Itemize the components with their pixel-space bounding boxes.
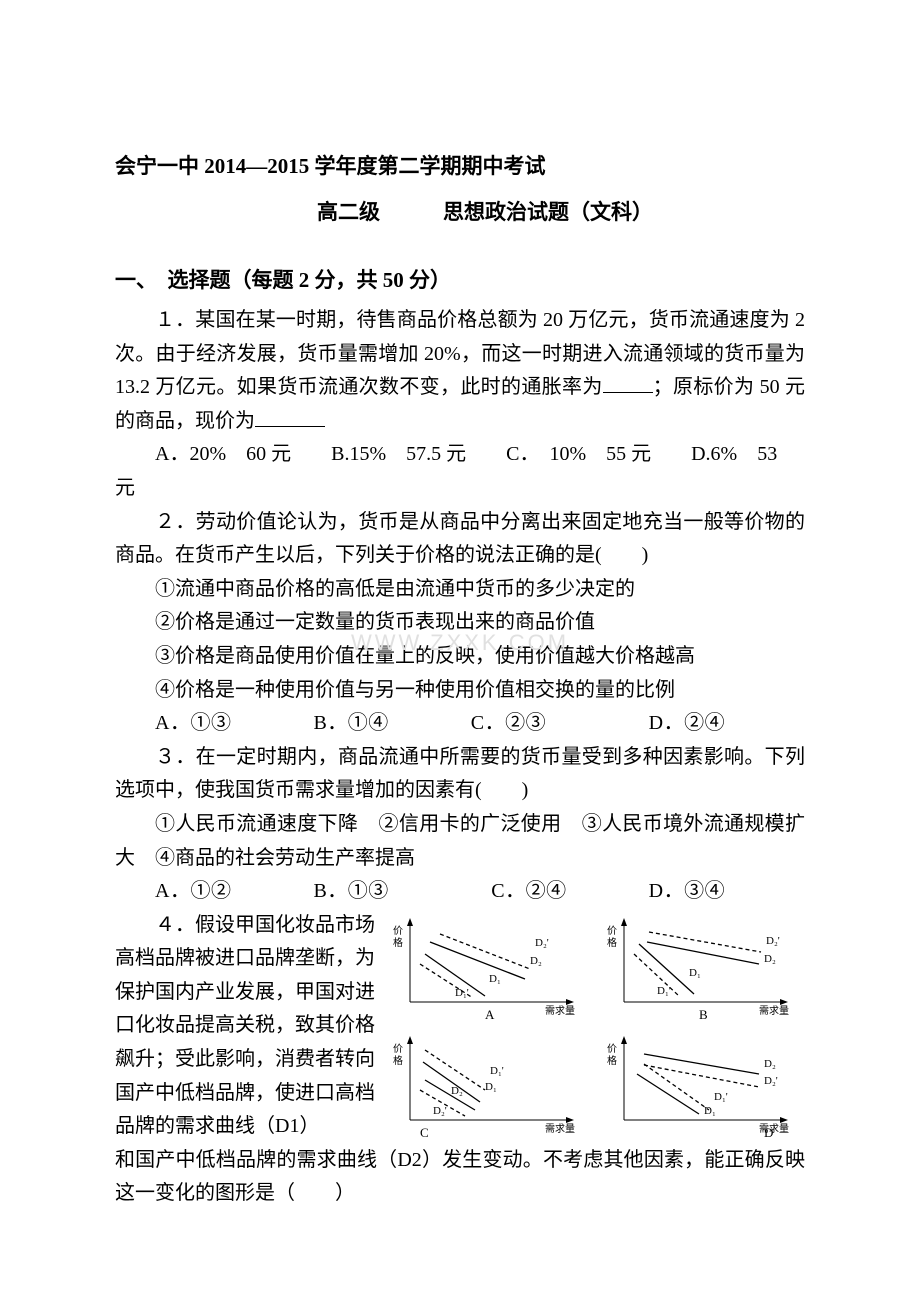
chart-d: 价 格 需求量 D₂ D₂' D₁' xyxy=(599,1032,805,1142)
q3-items: ①人民币流通速度下降 ②信用卡的广泛使用 ③人民币境外流通规模扩大 ④商品的社会… xyxy=(115,808,805,875)
svg-text:D₂': D₂' xyxy=(433,1105,447,1117)
chart-grid: 价 格 需求量 D₂' D₂ D₁ xyxy=(385,914,805,1142)
svg-text:D₂: D₂ xyxy=(764,953,776,965)
svg-text:B: B xyxy=(699,1007,708,1022)
q1-optD-cont: 元 xyxy=(115,472,805,506)
svg-text:格: 格 xyxy=(607,936,617,949)
chart-c: 价 格 需求量 D₁' D₁ D₂ xyxy=(385,1032,591,1142)
svg-text:格: 格 xyxy=(393,1054,403,1067)
svg-text:价: 价 xyxy=(607,1043,617,1055)
q4-container: 价 格 需求量 D₂' D₂ D₁ xyxy=(115,909,805,1211)
q2-item4: ④价格是一种使用价值与另一种使用价值相交换的量的比例 xyxy=(115,674,805,708)
q2-options: A．①③ B．①④ C．②③ D．②④ xyxy=(115,707,805,741)
y-axis-label: 价 xyxy=(393,925,403,937)
y-axis-label2: 格 xyxy=(393,936,403,949)
svg-text:价: 价 xyxy=(393,1043,403,1055)
svg-text:D₁: D₁ xyxy=(689,967,701,979)
svg-text:D₁': D₁' xyxy=(657,985,671,997)
svg-text:D₂': D₂' xyxy=(535,937,549,949)
blank-1 xyxy=(603,373,653,393)
svg-text:D₁': D₁' xyxy=(714,1091,728,1103)
q1-text: １．某国在某一时期，待售商品价格总额为 20 万亿元，货币流通速度为 2 次。由… xyxy=(115,304,805,438)
q1-options: A．20% 60 元 B.15% 57.5 元 C． 10% 55 元 D.6%… xyxy=(115,438,805,472)
svg-text:D₂': D₂' xyxy=(764,1075,778,1087)
svg-text:D₂: D₂ xyxy=(764,1058,776,1070)
exam-subtitle: 高二级 思想政治试题（文科） xyxy=(165,196,805,226)
svg-text:A: A xyxy=(485,1007,495,1022)
svg-text:价: 价 xyxy=(607,925,617,937)
svg-text:D₂: D₂ xyxy=(530,955,542,967)
svg-text:需求量: 需求量 xyxy=(759,1005,789,1017)
chart-a: 价 格 需求量 D₂' D₂ D₁ xyxy=(385,914,591,1024)
chart-area: 价 格 需求量 D₂' D₂ D₁ xyxy=(385,914,805,1142)
q3-text: ３．在一定时期内，商品流通中所需要的货币量受到多种因素影响。下列选项中，使我国货… xyxy=(115,741,805,808)
chart-b: 价 格 需求量 D₂' D₂ D₁ xyxy=(599,914,805,1024)
svg-text:D₂: D₂ xyxy=(451,1085,463,1097)
q2-text: ２．劳动价值论认为，货币是从商品中分离出来固定地充当一般等价物的商品。在货币产生… xyxy=(115,506,805,573)
q2-item2: ②价格是通过一定数量的货币表现出来的商品价值 xyxy=(115,606,805,640)
q1-optA: A．20% 60 元 xyxy=(155,443,291,465)
svg-text:D: D xyxy=(764,1125,773,1140)
svg-text:需求量: 需求量 xyxy=(545,1123,575,1135)
svg-text:D₁': D₁' xyxy=(490,1065,504,1077)
svg-text:D₁: D₁ xyxy=(704,1105,716,1117)
svg-text:D₁': D₁' xyxy=(455,987,469,999)
q1-optB: B.15% 57.5 元 xyxy=(331,443,466,465)
svg-text:C: C xyxy=(420,1125,429,1140)
exam-title: 会宁一中 2014—2015 学年度第二学期期中考试 xyxy=(115,150,805,180)
svg-text:D₁: D₁ xyxy=(489,973,501,985)
svg-text:D₂': D₂' xyxy=(766,935,780,947)
svg-text:格: 格 xyxy=(607,1054,617,1067)
q3-options: A．①② B．①③ C．②④ D．③④ xyxy=(115,875,805,909)
q2-item1: ①流通中商品价格的高低是由流通中货币的多少决定的 xyxy=(115,573,805,607)
svg-text:需求量: 需求量 xyxy=(545,1005,575,1017)
section-header: 一、 选择题（每题 2 分，共 50 分） xyxy=(115,264,805,294)
svg-text:D₁: D₁ xyxy=(485,1081,497,1093)
blank-2 xyxy=(255,407,325,427)
q4-text2: 和国产中低档品牌的需求曲线（D2）发生变动。不考虑其他因素，能正确反映这一变化的… xyxy=(115,1144,805,1211)
q2-item3: ③价格是商品使用价值在量上的反映，使用价值越大价格越高 xyxy=(115,640,805,674)
q1-optD: D.6% 53 xyxy=(691,443,777,465)
q1-optC: C． 10% 55 元 xyxy=(506,443,651,465)
